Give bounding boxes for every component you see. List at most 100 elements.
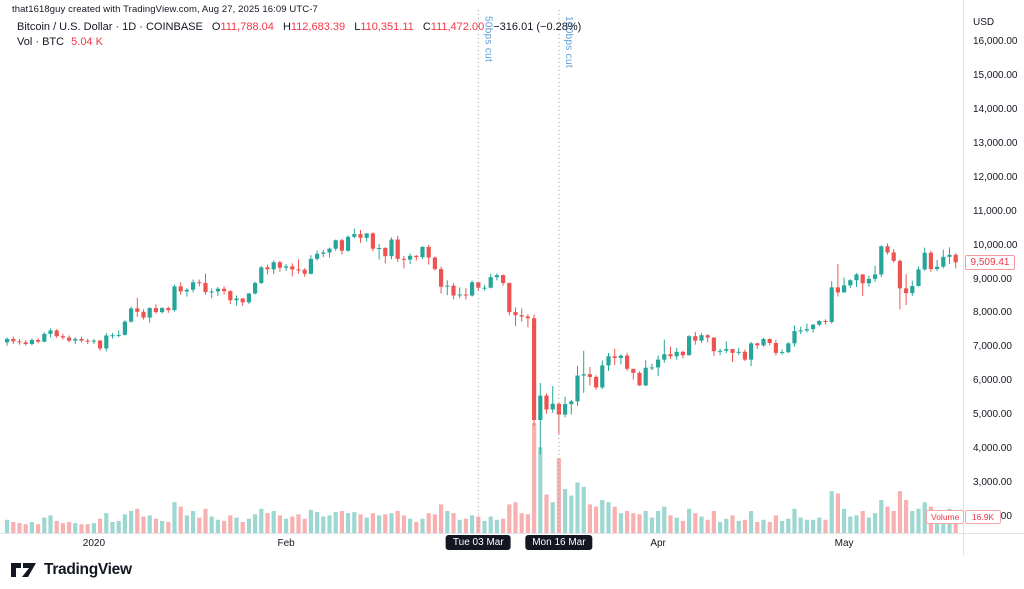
volume-bar	[135, 508, 140, 533]
volume-bar	[184, 515, 189, 533]
candle	[842, 285, 847, 293]
candle	[680, 351, 685, 356]
candle	[773, 343, 778, 353]
candle	[377, 248, 382, 250]
event-label[interactable]: 100bps cut	[562, 16, 574, 68]
volume-bar	[234, 517, 239, 533]
tradingview-logo-icon	[11, 563, 36, 577]
chart-pane[interactable]: that1618guy created with TradingView.com…	[0, 0, 963, 533]
volume-bar	[85, 524, 90, 533]
volume-bar	[563, 489, 568, 533]
date-badge[interactable]: Tue 03 Mar	[445, 535, 511, 550]
event-label[interactable]: 50bps cut	[482, 16, 494, 63]
volume-bar	[494, 519, 499, 533]
volume-bar	[445, 511, 450, 533]
candle	[575, 375, 580, 402]
volume-bar	[290, 516, 295, 533]
candle	[792, 331, 797, 344]
candle	[786, 343, 791, 353]
candle	[916, 269, 921, 287]
volume-bar	[129, 511, 134, 533]
tradingview-logo[interactable]: TradingView	[10, 561, 132, 579]
candle	[352, 234, 357, 237]
candlestick-chart[interactable]	[0, 0, 963, 533]
candle	[829, 287, 834, 322]
volume-bar	[104, 513, 109, 533]
volume-bar	[302, 518, 307, 533]
candle	[897, 260, 902, 289]
volume-bar	[308, 509, 313, 533]
volume-bar	[718, 522, 723, 533]
candle	[36, 339, 41, 342]
candle	[693, 336, 698, 341]
volume-bar	[98, 518, 103, 533]
volume-bar	[110, 522, 115, 533]
candle	[699, 335, 704, 341]
candle	[854, 274, 859, 281]
candle	[649, 367, 654, 369]
volume-bar	[817, 517, 822, 533]
candle	[308, 258, 313, 274]
volume-bar	[73, 523, 78, 533]
volume-bar	[36, 524, 41, 533]
candle	[594, 376, 599, 388]
candle	[482, 287, 487, 289]
candle	[494, 275, 499, 278]
candle	[873, 274, 878, 279]
time-axis[interactable]: 2020 Feb Tue 03 Mar Mon 16 Mar Apr May	[0, 533, 963, 555]
candle	[891, 252, 896, 261]
candle	[848, 280, 853, 286]
candle	[253, 282, 258, 294]
volume-bar	[197, 517, 202, 533]
volume-bar	[519, 513, 524, 533]
candle	[823, 320, 828, 322]
tradingview-logo-text: TradingView	[44, 561, 132, 578]
volume-bar	[42, 517, 47, 533]
volume-bar	[5, 519, 10, 533]
date-badge[interactable]: Mon 16 Mar	[525, 535, 593, 550]
candle	[904, 288, 909, 294]
volume-bar	[550, 502, 555, 533]
price-tick: 11,000.00	[973, 205, 1017, 217]
volume-bar	[48, 515, 53, 533]
volume-bar	[897, 491, 902, 533]
volume-bar	[426, 513, 431, 533]
candle	[333, 240, 338, 249]
candle	[327, 248, 332, 253]
volume-bar	[321, 516, 326, 533]
candle	[885, 246, 890, 253]
time-axis-label[interactable]: Apr	[650, 538, 666, 549]
volume-bar	[600, 500, 605, 533]
price-tick: 3,000.00	[973, 477, 1012, 489]
candle	[203, 282, 208, 293]
candle	[631, 368, 636, 373]
volume-bar	[594, 506, 599, 533]
time-axis-label[interactable]: 2020	[82, 538, 106, 549]
time-axis-label[interactable]: May	[834, 538, 854, 549]
candle	[197, 282, 202, 284]
price-tick: 6,000.00	[973, 375, 1012, 387]
candle	[129, 308, 134, 322]
volume-bar	[730, 515, 735, 533]
currency-label: USD	[973, 17, 995, 28]
volume-bar	[798, 517, 803, 533]
volume-bar	[631, 513, 636, 533]
candle	[811, 324, 816, 330]
price-tick: 5,000.00	[973, 409, 1012, 421]
volume-bar	[618, 513, 623, 533]
candle	[556, 403, 561, 415]
volume-bar	[569, 495, 574, 533]
candle	[383, 248, 388, 257]
candle	[705, 335, 710, 338]
price-axis[interactable]: USD 9,509.41 16.9K 16,000.00 15,000.00 14,…	[963, 0, 1024, 533]
time-axis-label[interactable]: Feb	[277, 538, 295, 549]
candle	[724, 349, 729, 351]
candle	[135, 308, 140, 312]
candle	[922, 252, 927, 270]
candle	[544, 395, 549, 410]
candle	[408, 255, 413, 260]
volume-bar	[587, 504, 592, 533]
volume-bar	[668, 515, 673, 533]
volume-bar	[792, 508, 797, 533]
volume-bar	[823, 519, 828, 533]
